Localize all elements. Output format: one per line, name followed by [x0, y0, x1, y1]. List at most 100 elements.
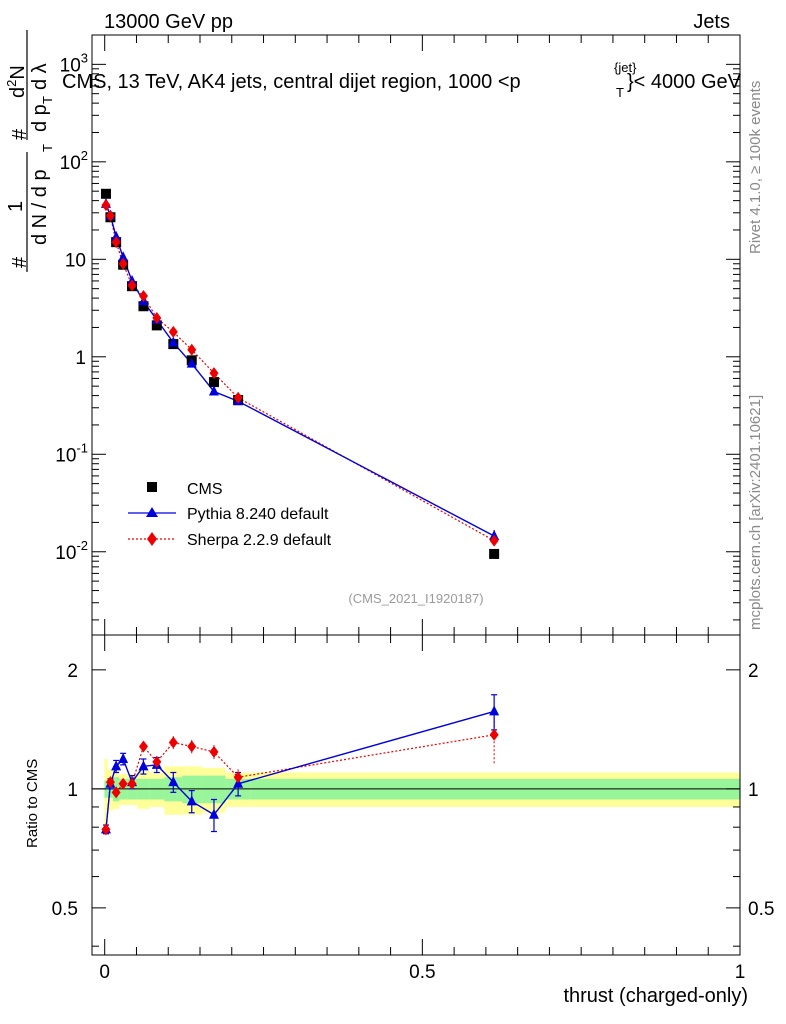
sherpa-ratio-point [209, 745, 219, 758]
x-tick-label: 1 [735, 962, 746, 983]
main-y-tick-label: 10 [65, 250, 86, 271]
ratio-axis-ticks [92, 635, 741, 955]
legend-sherpa-marker [147, 532, 157, 546]
category-label: Jets [693, 11, 730, 33]
plot-title-sup: {jet} [614, 60, 637, 75]
pythia-ratio-point [168, 776, 179, 787]
legend-cms-marker [147, 482, 157, 492]
y-label-dn: d N / d p [29, 169, 51, 245]
legend-pythia-label: Pythia 8.240 default [187, 506, 329, 523]
y-label-dn-sub: T [40, 144, 55, 152]
pythia-ratio-point [186, 795, 197, 806]
main-axis-ticks [92, 34, 741, 635]
sherpa-ratio-point [138, 740, 148, 753]
pythia-point [118, 251, 129, 262]
sherpa-point [152, 312, 162, 325]
sherpa-point [105, 209, 115, 222]
main-y-tick-label: 102 [60, 148, 88, 174]
pythia-point [111, 230, 122, 241]
ratio-data-layer [100, 694, 500, 836]
sherpa-point [489, 534, 499, 547]
y-label-dlambda: d λ [29, 63, 51, 90]
sherpa-point [168, 325, 178, 338]
ratio-y-tick-label-right: 2 [748, 661, 759, 682]
legend-cms-label: CMS [187, 481, 223, 498]
x-tick-labels: 0 0.5 1 [99, 962, 745, 983]
cms-point [151, 320, 162, 331]
ratio-y-axis-label: Ratio to CMS [24, 759, 41, 848]
pythia-ratio-point [118, 752, 129, 763]
y-label-hash1: # [9, 256, 31, 268]
ratio-y-tick-label: 0.5 [52, 899, 78, 920]
pythia-ratio-point [111, 760, 122, 771]
ratio-y-tick-labels: 0.5 0.5 1 1 2 2 [52, 661, 775, 920]
sherpa-ratio-point [187, 740, 197, 753]
y-label-d2n-d: d [7, 87, 29, 98]
sherpa-point [118, 257, 128, 270]
ratio-panel-frame [91, 634, 741, 956]
y-label-hash2: # [9, 128, 31, 140]
main-y-tick-label: 10-2 [55, 538, 88, 564]
y-label-d2n: d2N [4, 65, 29, 98]
pythia-ratio-point [489, 705, 500, 716]
ratio-y-tick-label-right: 0.5 [748, 899, 774, 920]
sherpa-ratio-point [111, 786, 121, 799]
x-axis-label: thrust (charged-only) [563, 985, 748, 1007]
y-label-dpt: d p [29, 104, 51, 132]
plot-title-end: }< 4000 GeV [627, 71, 742, 93]
pythia-ratio-point [138, 760, 149, 771]
main-y-axis-label: # 1 d N / d p T # d2N d p T d λ [4, 30, 55, 272]
pythia-line [105, 203, 495, 537]
sherpa-ratio-point [233, 771, 243, 784]
pythia-point [208, 385, 219, 396]
ratio-inner-band [201, 775, 226, 804]
y-label-d2n-sup: 2 [4, 80, 19, 87]
sherpa-ratio-point [105, 776, 115, 789]
analysis-id: (CMS_2021_I1920187) [348, 591, 483, 606]
sherpa-ratio-point [168, 736, 178, 749]
sherpa-point [101, 199, 111, 212]
main-data-layer [100, 188, 500, 559]
sherpa-point [111, 236, 121, 249]
cms-point [138, 301, 149, 312]
y-label-d2n-n: N [7, 65, 29, 79]
sherpa-ratio-point [118, 777, 128, 790]
y-label-dpt-sub: T [40, 96, 55, 104]
pythia-ratio-point [208, 808, 219, 819]
sherpa-point [138, 290, 148, 303]
cms-point [208, 377, 219, 388]
plot-title-main: CMS, 13 TeV, AK4 jets, central dijet reg… [62, 71, 521, 93]
legend-sherpa-label: Sherpa 2.2.9 default [187, 532, 332, 549]
sherpa-point [209, 367, 219, 380]
main-y-tick-label: 1 [75, 348, 86, 369]
pythia-point [168, 336, 179, 347]
ratio-y-tick-label: 2 [67, 661, 78, 682]
sherpa-point [187, 343, 197, 356]
pythia-ratio-line [105, 710, 495, 830]
ratio-uncertainty-bands [92, 758, 740, 826]
sherpa-ratio-point [101, 823, 111, 836]
main-y-tick-label: 103 [60, 50, 88, 76]
sherpa-line [105, 204, 495, 542]
x-tick-label: 0 [99, 962, 110, 983]
ratio-y-tick-label: 1 [67, 780, 78, 801]
sherpa-point [233, 391, 243, 404]
rivet-label: Rivet 4.1.0, ≥ 100k events [747, 81, 764, 254]
sherpa-ratio-point [152, 755, 162, 768]
legend: CMS Pythia 8.240 default Sherpa 2.2.9 de… [128, 481, 332, 549]
y-label-one: 1 [5, 201, 27, 212]
x-tick-label: 0.5 [409, 962, 435, 983]
pythia-point [186, 357, 197, 368]
ratio-y-tick-label-right: 1 [748, 780, 759, 801]
main-y-tick-label: 10-1 [55, 440, 88, 466]
sherpa-ratio-point [127, 777, 137, 790]
cms-point [100, 188, 111, 199]
cms-point [489, 548, 500, 559]
sherpa-point [127, 279, 137, 292]
main-y-tick-labels: 10-2 10-1 1 10 102 103 [55, 50, 88, 563]
legend-pythia-marker [146, 507, 158, 517]
mcplots-label: mcplots.cern.ch [arXiv:2401.10621] [747, 395, 764, 630]
energy-label: 13000 GeV pp [104, 11, 233, 33]
plot-title-sub: T [616, 85, 624, 100]
